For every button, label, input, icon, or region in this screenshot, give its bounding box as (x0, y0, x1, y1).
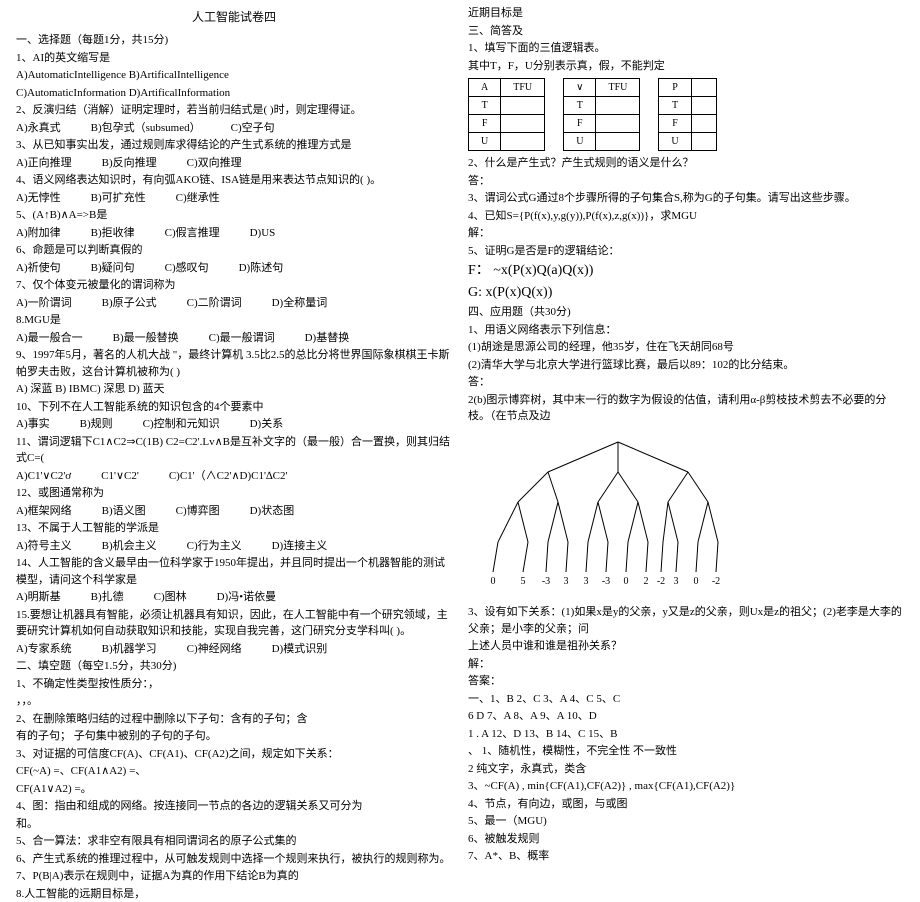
ans6: 3、~CF(A) , min{CF(A1),CF(A2)} , max{CF(A… (468, 778, 904, 795)
svg-text:-3: -3 (542, 576, 550, 587)
section1-header: 一、选择题（每题1分，共15分) (16, 32, 452, 49)
f1: 1、不确定性类型按性质分：， (16, 676, 452, 693)
q13-opts: A)符号主义B)机会主义C)行为主义D)连接主义 (16, 538, 452, 555)
a1b: (2)清华大学与北京大学进行篮球比赛，最后以89：102的比分结束。 (468, 357, 904, 374)
svg-text:-2: -2 (657, 576, 665, 587)
r1b: 其中T，F，U分别表示真，假，不能判定 (468, 58, 904, 75)
q12: 12、或图通常称为 (16, 485, 452, 502)
f3c: CF(A1∨A2) =。 (16, 781, 452, 798)
q4: 4、语义网络表达知识时，有向弧AKO链、ISA链是用来表达节点知识的( )。 (16, 172, 452, 189)
a3s: 解： (468, 656, 904, 673)
q7-opts: A)一阶谓词B)原子公式C)二阶谓词D)全称量词 (16, 295, 452, 312)
q6-opts: A)祈使句B)疑问句C)感叹句D)陈述句 (16, 260, 452, 277)
s4: 四、应用题（共30分) (468, 304, 904, 321)
f3b: CF(~A) =、CF(A1∧A2) =、 (16, 763, 452, 780)
svg-text:-3: -3 (602, 576, 610, 587)
svg-text:0: 0 (694, 576, 699, 587)
f2b: 有的子句； 子句集中被别的子句的子句。 (16, 728, 452, 745)
q9: 9、1997年5月，著名的人机大战 "，最终计算机 3.5比2.5的总比分将世界… (16, 347, 452, 380)
f2: 2、在删除策略归结的过程中删除以下子句：含有的子句；含 (16, 711, 452, 728)
a1c: 答： (468, 374, 904, 391)
logic-tables: ATFU T F U ∨TFU T F U P T F U (468, 78, 904, 151)
ans4: 、 1、随机性，模糊性，不完全性 不一致性 (468, 743, 904, 760)
f1b: ，，。 (16, 693, 452, 710)
q1: 1、AI的英文缩写是 (16, 50, 452, 67)
table-not: P T F U (658, 78, 716, 151)
ans1: 一、1、B 2、C 3、A 4、C 5、C (468, 691, 904, 708)
a1a: (1)胡途是思源公司的经理，他35岁，住在飞天胡同68号 (468, 339, 904, 356)
svg-text:0: 0 (624, 576, 629, 587)
ans8: 5、最一（MGU) (468, 813, 904, 830)
q12-opts: A)框架网络B)语义图C)博弈图D)状态图 (16, 503, 452, 520)
svg-text:-2: -2 (712, 576, 720, 587)
exam-title: 人工智能试卷四 (16, 8, 452, 26)
q14: 14、人工智能的含义最早由一位科学家于1950年提出，并且同时提出一个机器智能的… (16, 555, 452, 588)
q15-opts: A)专家系统B)机器学习C)神经网络D)模式识别 (16, 641, 452, 658)
q13: 13、不属于人工智能的学派是 (16, 520, 452, 537)
q10: 10、下列不在人工智能系统的知识包含的4个要素中 (16, 399, 452, 416)
a3b: 上述人员中谁和谁是祖孙关系？ (468, 638, 904, 655)
ans10: 7、A*、B、概率 (468, 848, 904, 865)
r3: 3、谓词公式G通过8个步骤所得的子句集合S,称为G的子句集。请写出这些步骤。 (468, 190, 904, 207)
a3: 3、设有如下关系：(1)如果x是y的父亲，y又是z的父亲，则Ux是z的祖父；(2… (468, 604, 904, 637)
r0a: 近期目标是 (468, 5, 904, 22)
q2: 2、反演归结（消解）证明定理时，若当前归结式是( )时，则定理得证。 (16, 102, 452, 119)
ans7: 4、节点，有向边，或图，与或图 (468, 796, 904, 813)
f3: 3、对证据的可信度CF(A)、CF(A1)、CF(A2)之间，规定如下关系： (16, 746, 452, 763)
r1: 1、填写下面的三值逻辑表。 (468, 40, 904, 57)
q11-opts: A)C1'∨C2'ơC1'∨C2'C)C1'（∧C2'∧D)C1'∆C2' (16, 468, 452, 485)
q8: 8.MGU是 (16, 312, 452, 329)
q3: 3、从已知事实出发，通过规则库求得结论的产生式系统的推理方式是 (16, 137, 452, 154)
r5: 5、证明G是否是F的逻辑结论： (468, 243, 904, 260)
f5: 5、合一算法：求非空有限具有相同谓词名的原子公式集的 (16, 833, 452, 850)
section2-header: 二、填空题（每空1.5分，共30分) (16, 658, 452, 675)
q1-opts-a: A)AutomaticIntelligence B)ArtificalIntel… (16, 67, 452, 84)
q1-opts-b: C)AutomaticInformation D)ArtificalInform… (16, 85, 452, 102)
r5f: F： ~x(P(x)Q(a)Q(x)) (468, 260, 904, 281)
q5: 5、(A↑B)∧A=>B是 (16, 207, 452, 224)
r4a: 解： (468, 225, 904, 242)
f7: 7、P(B|A)表示在规则中，证据A为真的作用下结论B为真的 (16, 868, 452, 885)
r4: 4、已知S={P(f(x),y,g(y)),P(f(x),z,g(x))}，求M… (468, 208, 904, 225)
r0b: 三、简答及 (468, 23, 904, 40)
q10-opts: A)事实B)规则C)控制和元知识D)关系 (16, 416, 452, 433)
right-column: 近期目标是 三、简答及 1、填写下面的三值逻辑表。 其中T，F，U分别表示真，假… (460, 4, 912, 783)
f4: 4、图：指由和组成的网络。按连接同一节点的各边的逻辑关系又可分为 (16, 798, 452, 815)
q8-opts: A)最一般合一B)最一般替换C)最一般谓词D)基替换 (16, 330, 452, 347)
game-tree-diagram: 0 5 -3 3 3 -3 0 2 -2 3 0 -2 (468, 432, 768, 592)
ans3: 1 . A 12、D 13、B 14、C 15、B (468, 726, 904, 743)
answers-header: 答案： (468, 673, 904, 690)
q9-opts: A) 深蓝 B) IBMC) 深思 D) 蓝天 (16, 381, 452, 398)
svg-text:3: 3 (674, 576, 679, 587)
q6: 6、命题是可以判断真假的 (16, 242, 452, 259)
q14-opts: A)明斯基B)扎德C)图林D)冯•诺依曼 (16, 589, 452, 606)
ans9: 6、被触发规则 (468, 831, 904, 848)
q5-opts: A)附加律B)拒收律C)假言推理D)US (16, 225, 452, 242)
svg-text:0: 0 (491, 576, 496, 587)
a1: 1、用语义网络表示下列信息： (468, 322, 904, 339)
q3-opts: A)正向推理B)反向推理C)双向推理 (16, 155, 452, 172)
svg-text:2: 2 (644, 576, 649, 587)
q2-opts: A)永真式B)包孕式（subsumed）C)空子句 (16, 120, 452, 137)
q15: 15.要想让机器具有智能，必须让机器具有知识，因此，在人工智能中有一个研究领域，… (16, 607, 452, 640)
r5g: G: x(P(x)Q(x)) (468, 282, 904, 303)
ans5: 2 纯文字，永真式，类含 (468, 761, 904, 778)
table-and: ATFU T F U (468, 78, 545, 151)
ans2: 6 D 7、A 8、A 9、A 10、D (468, 708, 904, 725)
f8: 8.人工智能的远期目标是， (16, 886, 452, 902)
q4-opts: A)无悖性B)可扩充性C)继承性 (16, 190, 452, 207)
a2: 2(b)图示博弈树，其中末一行的数字为假设的估值，请利用α-β剪枝技术剪去不必要… (468, 392, 904, 425)
r2: 2、什么是产生式？产生式规则的语义是什么？ (468, 155, 904, 172)
left-column: 人工智能试卷四 一、选择题（每题1分，共15分) 1、AI的英文缩写是 A)Au… (8, 4, 460, 783)
table-or: ∨TFU T F U (563, 78, 640, 151)
f6: 6、产生式系统的推理过程中，从可触发规则中选择一个规则来执行，被执行的规则称为。 (16, 851, 452, 868)
svg-text:3: 3 (564, 576, 569, 587)
q7: 7、仅个体变元被量化的谓词称为 (16, 277, 452, 294)
q11: 11、谓词逻辑下C1∧C2⇒C(1B) C2=C2'.Lv∧B是互补文字的（最一… (16, 434, 452, 467)
f4b: 和。 (16, 816, 452, 833)
svg-text:3: 3 (584, 576, 589, 587)
svg-text:5: 5 (521, 576, 526, 587)
r2a: 答： (468, 173, 904, 190)
